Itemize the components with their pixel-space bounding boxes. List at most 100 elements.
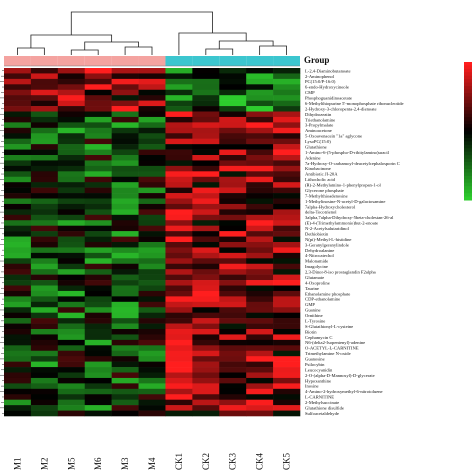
heatmap-cell: [138, 116, 166, 123]
row-label: Antibiotic JI-20A: [305, 172, 338, 177]
heatmap-cell: [111, 285, 139, 292]
heatmap-cell: [219, 350, 247, 357]
heatmap-cell: [111, 220, 139, 226]
heatmap-cell: [57, 209, 86, 216]
heatmap-cell: [84, 209, 112, 216]
heatmap-cell: [273, 144, 301, 150]
heatmap-cell: [165, 345, 193, 352]
heatmap-cell: [4, 89, 32, 96]
heatmap-cell: [4, 193, 32, 199]
heatmap-cell: [273, 372, 301, 379]
heatmap-cell: [192, 274, 220, 281]
heatmap-cell: [84, 165, 112, 172]
heatmap-cell: [219, 133, 247, 139]
heatmap-cell: [138, 345, 166, 352]
heatmap-cell: [246, 182, 274, 188]
heatmap-cell: [138, 296, 166, 303]
heatmap-cell: [165, 220, 193, 226]
heatmap-cell: [57, 138, 86, 145]
heatmap-cell: [273, 356, 301, 362]
row-label: 2-O-(alpha-D-Mannosyl)-D-glycerate: [305, 373, 375, 378]
heatmap-cell: [273, 203, 301, 210]
heatmap-cell: [273, 296, 301, 303]
row-label: Aminoacetone: [305, 128, 332, 133]
heatmap-cell: [57, 339, 86, 346]
heatmap-cell: [138, 280, 166, 286]
column-label: M2: [39, 457, 49, 470]
heatmap-cell: [165, 106, 193, 112]
heatmap-cell: [111, 171, 139, 178]
heatmap-cell: [273, 339, 301, 346]
heatmap-cell: [30, 73, 59, 80]
heatmap-cell: [57, 155, 86, 161]
heatmap-cell: [57, 106, 86, 112]
heatmap-cell: [111, 187, 139, 194]
heatmap-cell: [30, 182, 59, 188]
heatmap-cell: [219, 231, 247, 237]
heatmap-cell: [246, 225, 274, 232]
group-cell: [246, 56, 274, 66]
heatmap-cell: [165, 410, 193, 417]
heatmap-cell: [192, 149, 220, 156]
heatmap-cell: [84, 100, 112, 107]
row-label: 6-endo-Hydroxycineole: [305, 85, 349, 90]
heatmap-cell: [192, 367, 220, 373]
heatmap-cell: [138, 350, 166, 357]
heatmap-cell: [4, 274, 32, 281]
heatmap-cell: [273, 116, 301, 123]
heatmap-cell: [4, 280, 32, 286]
heatmap-cell: [192, 350, 220, 357]
row-label: PC(15:0/P-16:0): [305, 79, 336, 84]
heatmap-cell: [246, 133, 274, 139]
heatmap-cell: [111, 339, 139, 346]
heatmap-cell: [192, 372, 220, 379]
heatmap-cell: [165, 263, 193, 270]
heatmap-cell: [192, 405, 220, 411]
heatmap-cell: [30, 258, 59, 265]
heatmap-cell: [57, 356, 86, 362]
heatmap-cell: [111, 127, 139, 134]
heatmap-cell: [111, 399, 139, 406]
heatmap-cell: [111, 214, 139, 221]
heatmap-cell: [30, 247, 59, 254]
heatmap-cell: [4, 127, 32, 134]
heatmap-cell: [165, 301, 193, 308]
heatmap-cell: [84, 252, 112, 259]
heatmap-cell: [30, 231, 59, 237]
heatmap-cell: [165, 73, 193, 80]
heatmap-cell: [138, 252, 166, 259]
row-label: L-CARNITINE: [305, 395, 334, 400]
heatmap-cell: [192, 95, 220, 101]
heatmap-cell: [273, 171, 301, 178]
heatmap-cell: [111, 95, 139, 101]
row-label: Phosphoguanidinoacetate: [305, 96, 352, 101]
heatmap-cell: [246, 106, 274, 112]
heatmap-cell: [111, 73, 139, 80]
color-scale-step: [464, 72, 472, 77]
heatmap-cell: [4, 84, 32, 91]
row-label: (R)-2-Methylamino-1-phenylpropan-1-ol: [305, 183, 382, 188]
heatmap-cell: [273, 165, 301, 172]
heatmap-cell: [273, 182, 301, 188]
heatmap-cell: [4, 176, 32, 183]
heatmap-cell: [30, 203, 59, 210]
heatmap-cell: [30, 252, 59, 259]
heatmap-cell: [219, 339, 247, 346]
heatmap-cell: [84, 394, 112, 400]
heatmap-cell: [138, 290, 166, 297]
heatmap-cell: [4, 187, 32, 194]
heatmap-cell: [84, 149, 112, 156]
row-label: Dethiobiotin: [305, 231, 329, 236]
heatmap-cell: [30, 149, 59, 156]
heatmap-cell: [273, 89, 301, 96]
heatmap-cell: [246, 323, 274, 330]
heatmap-cell: [30, 361, 59, 368]
heatmap-cell: [273, 405, 301, 411]
row-label: Psilocybin: [305, 362, 325, 367]
heatmap-cell: [192, 345, 220, 352]
heatmap-cell: [84, 285, 112, 292]
heatmap-cell: [57, 198, 86, 205]
heatmap-cell: [219, 247, 247, 254]
heatmap-cell: [84, 301, 112, 308]
heatmap-cell: [246, 307, 274, 313]
